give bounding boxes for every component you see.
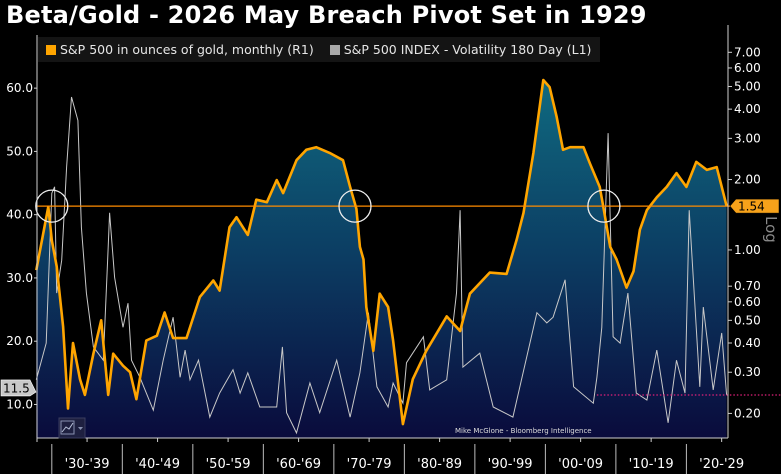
caret-down-icon bbox=[78, 427, 83, 430]
line-chart-icon bbox=[60, 420, 75, 435]
legend-swatch-orange bbox=[46, 44, 56, 55]
right-tick-label: 0.70 bbox=[734, 279, 761, 293]
x-tick-label: '30-'39 bbox=[65, 457, 110, 472]
log-axis-label: Log bbox=[762, 216, 780, 243]
last-value-tag-right bbox=[729, 198, 780, 214]
left-tick-label: 20.0 bbox=[6, 334, 33, 348]
x-tick-label: '70-'79 bbox=[347, 457, 392, 472]
legend-label: S&P 500 INDEX - Volatility 180 Day (L1) bbox=[343, 42, 592, 57]
left-tick-label: 30.0 bbox=[6, 271, 33, 285]
legend-label: S&P 500 in ounces of gold, monthly (R1) bbox=[60, 42, 314, 57]
x-tick-label: '20-'29 bbox=[699, 457, 744, 472]
right-tick-label: 6.00 bbox=[734, 61, 761, 75]
left-tick-label: 40.0 bbox=[6, 208, 33, 222]
left-tick-label: 50.0 bbox=[6, 144, 33, 158]
right-tick-label: 0.50 bbox=[734, 313, 761, 327]
legend-item-volatility[interactable]: S&P 500 INDEX - Volatility 180 Day (L1) bbox=[329, 42, 592, 57]
right-tick-label: 1.00 bbox=[734, 243, 761, 257]
chart-type-button[interactable] bbox=[58, 417, 86, 439]
chart-title: Beta/Gold - 2026 May Breach Pivot Set in… bbox=[6, 1, 647, 29]
breach-circle bbox=[35, 189, 69, 223]
source-watermark: Mike McGlone - Bloomberg Intelligence bbox=[455, 427, 592, 435]
left-tick-label: 60.0 bbox=[6, 81, 33, 95]
left-tick-label: 10.0 bbox=[6, 397, 33, 411]
right-tick-label: 2.00 bbox=[734, 173, 761, 187]
legend-swatch-gray bbox=[329, 44, 340, 55]
gold-ratio-line bbox=[35, 78, 728, 426]
legend: S&P 500 in ounces of gold, monthly (R1) … bbox=[38, 37, 600, 62]
right-tick-label: 5.00 bbox=[734, 79, 761, 93]
right-tick-label: 4.00 bbox=[734, 102, 761, 116]
breach-circle bbox=[338, 189, 372, 223]
x-tick-label: '90-'99 bbox=[488, 457, 533, 472]
right-tick-label: 0.60 bbox=[734, 295, 761, 309]
x-tick-label: '50-'59 bbox=[206, 457, 251, 472]
last-value-label-right: 1.54 bbox=[738, 200, 765, 214]
x-tick-label: '40-'49 bbox=[135, 457, 180, 472]
right-tick-label: 0.40 bbox=[734, 336, 761, 350]
right-tick-label: 7.00 bbox=[734, 45, 761, 59]
volatility-line bbox=[35, 96, 728, 435]
x-tick-label: '80-'89 bbox=[417, 457, 462, 472]
x-tick-label: '60-'69 bbox=[276, 457, 321, 472]
legend-item-gold-ratio[interactable]: S&P 500 in ounces of gold, monthly (R1) bbox=[46, 42, 314, 57]
last-value-tag-left bbox=[0, 379, 37, 397]
right-tick-label: 0.20 bbox=[734, 406, 761, 420]
right-tick-label: 0.30 bbox=[734, 365, 761, 379]
gold-ratio-area bbox=[36, 80, 727, 438]
last-value-label-left: 11.5 bbox=[3, 381, 30, 395]
breach-circle bbox=[587, 189, 621, 223]
right-tick-label: 3.00 bbox=[734, 131, 761, 145]
x-tick-label: '00-'09 bbox=[558, 457, 603, 472]
x-tick-label: '10-'19 bbox=[629, 457, 674, 472]
